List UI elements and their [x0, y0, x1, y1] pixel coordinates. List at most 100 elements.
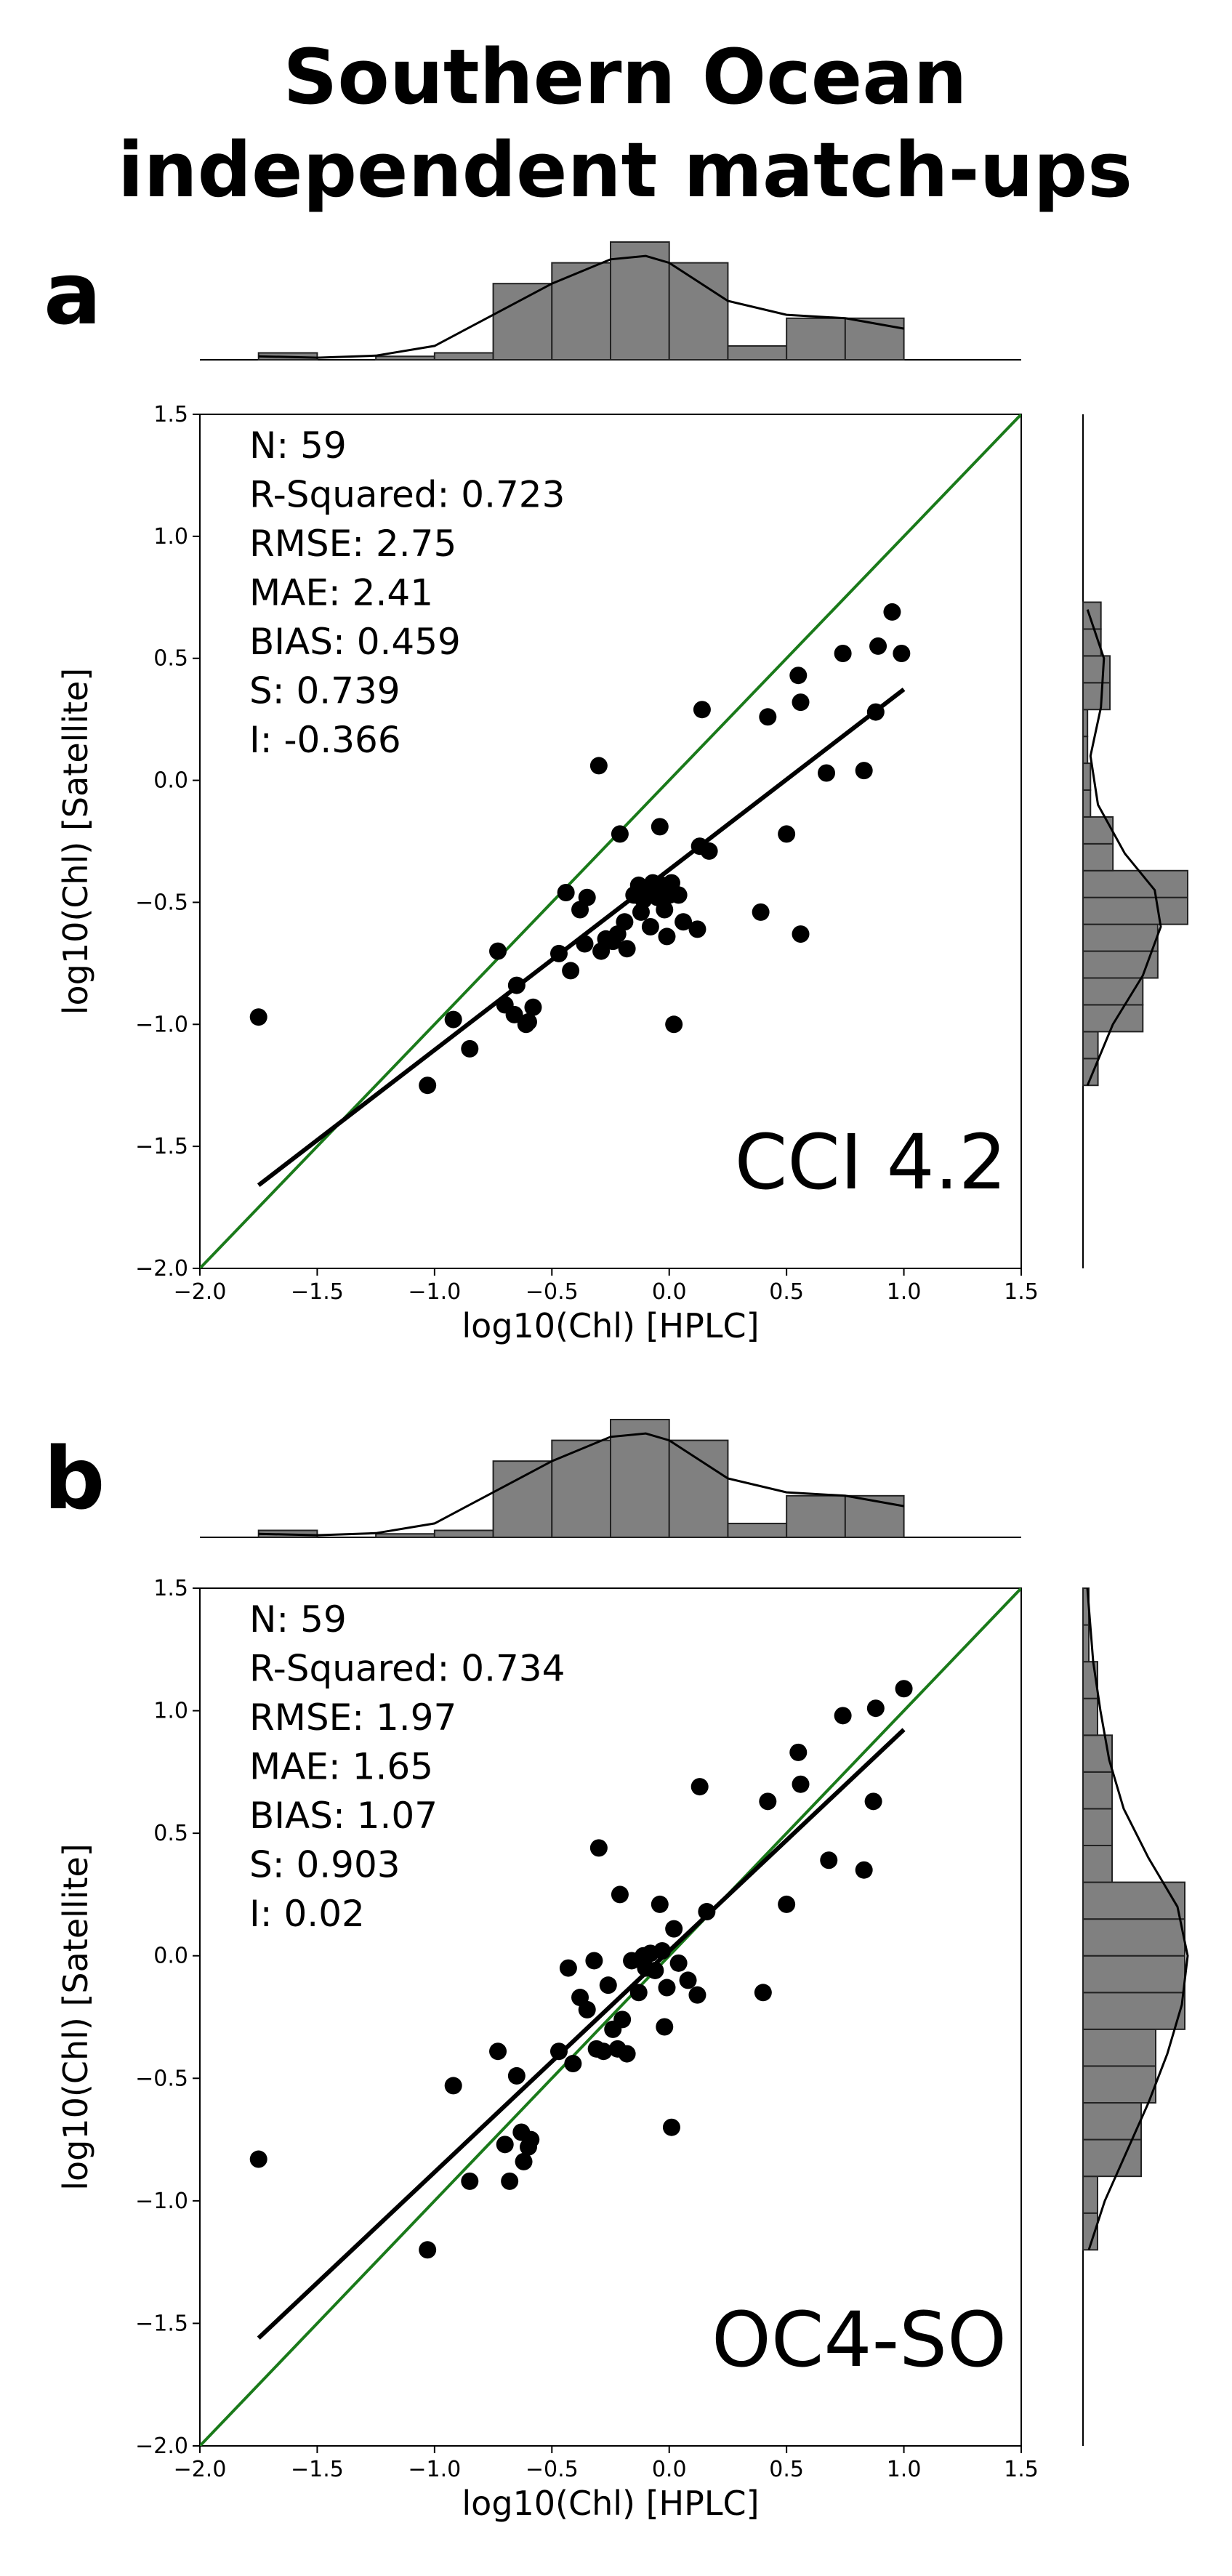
top-hist-bar: [786, 1494, 846, 1538]
scatter-point: [669, 1954, 688, 1972]
scatter-point: [698, 1903, 716, 1921]
stat-line: I: -0.366: [249, 719, 401, 761]
top-hist-bar: [610, 1419, 670, 1538]
right-hist-bar: [1082, 655, 1111, 684]
y-tick-label: −2.0: [135, 1256, 188, 1281]
scatter-point: [759, 1792, 777, 1811]
scatter-point: [444, 2077, 462, 2095]
scatter-point: [651, 1895, 669, 1913]
right-hist-bar: [1082, 736, 1089, 765]
scatter-point: [651, 818, 669, 836]
scatter-point: [461, 2172, 479, 2190]
scatter-point: [618, 2045, 636, 2063]
panel-a: a −2.0 −1.5 −1.0 −0.5 0.0 0.5 1.0 1.5 −2.0 −1.5 −1.…: [44, 241, 1188, 1345]
scatter-point: [893, 645, 911, 662]
scatter-point: [665, 1920, 683, 1938]
scatter-axes-frame: [199, 414, 1022, 1269]
right-hist-bar: [1082, 1955, 1185, 1994]
scatter-point: [618, 940, 636, 958]
scatter-point: [869, 637, 887, 655]
scatter-point: [557, 884, 575, 901]
scatter-point: [507, 976, 526, 994]
scatter-point: [792, 1775, 810, 1793]
scatter-point: [662, 2118, 680, 2136]
scatter-point: [599, 1976, 617, 1995]
x-tick-label: −0.5: [526, 2457, 579, 2482]
y-tick-label: 0.5: [153, 1821, 188, 1846]
right-hist-bar: [1082, 869, 1188, 898]
scatter-point: [585, 1952, 603, 1970]
top-hist-bar: [668, 1439, 729, 1539]
stat-line: MAE: 1.65: [249, 1746, 433, 1788]
scatter-point: [688, 1986, 706, 2004]
right-hist-bar: [1082, 762, 1092, 791]
scatter-point: [754, 1984, 772, 2002]
scatter-point: [759, 708, 777, 726]
y-tick-label: 1.5: [153, 402, 188, 427]
algorithm-label: OC4-SO: [712, 2295, 1007, 2384]
scatter-point: [578, 2000, 596, 2018]
right-hist-bar: [1082, 1004, 1144, 1033]
regression-fit-line: [257, 1728, 906, 2340]
scatter-point: [834, 1707, 852, 1725]
y-tick-label: −2.0: [135, 2434, 188, 2459]
x-tick-label: −1.0: [408, 1279, 461, 1305]
y-tick-label: 1.0: [153, 524, 188, 550]
y-axis-label: log10(Chl) [Satellite]: [56, 1843, 95, 2191]
y-axis-label: log10(Chl) [Satellite]: [56, 668, 95, 1015]
top-hist-bar: [668, 262, 729, 361]
scatter-point: [611, 1885, 629, 1904]
top-hist-bar: [844, 317, 905, 361]
right-hist-kde-curve: [1086, 1587, 1189, 2250]
top-hist-bar: [551, 1439, 611, 1539]
x-tick-label: −1.0: [408, 2457, 461, 2482]
scatter-point: [611, 825, 629, 843]
scatter-point: [515, 2152, 533, 2170]
stat-line: BIAS: 1.07: [249, 1795, 438, 1837]
scatter-point: [496, 2136, 514, 2154]
scatter-point: [693, 701, 711, 719]
scatter-point: [688, 920, 706, 938]
scatter-point: [820, 1851, 838, 1869]
scatter-point: [489, 942, 507, 960]
x-tick-label: −0.5: [526, 1279, 579, 1305]
right-hist-bar: [1082, 2102, 1142, 2141]
right-hist-bar: [1082, 1881, 1185, 1920]
scatter-point: [834, 645, 852, 662]
scatter-point: [520, 1013, 537, 1031]
stat-line: N: 59: [249, 1598, 347, 1641]
scatter-point: [489, 2042, 507, 2061]
scatter-point: [658, 1979, 676, 1997]
x-tick-label: −1.5: [291, 1279, 344, 1305]
y-tick-label: −1.5: [135, 2311, 188, 2336]
stat-line: RMSE: 2.75: [249, 523, 456, 565]
scatter-point: [855, 762, 873, 780]
right-hist-kde-curve: [1086, 609, 1162, 1086]
y-tick-label: −1.5: [135, 1134, 188, 1159]
stat-line: R-Squared: 0.723: [249, 474, 565, 516]
scatter-point: [578, 888, 596, 906]
panel-letter: a: [44, 243, 102, 344]
panel-b: b −2.0 −1.5 −1.0 −0.5 0.0 0.5 1.0 1.5 −2.0 −1.5 −1.…: [44, 1419, 1189, 2523]
right-hist-bar: [1082, 923, 1159, 952]
top-hist-bar: [492, 283, 553, 361]
scatter-point: [789, 1743, 808, 1761]
scatter-point: [576, 935, 594, 953]
right-hist-bar: [1082, 1808, 1113, 1846]
scatter-point: [883, 603, 901, 621]
scatter-point: [866, 1699, 885, 1718]
right-hist-bar: [1082, 1697, 1098, 1736]
x-tick-label: −2.0: [174, 1279, 227, 1305]
x-tick-label: 0.0: [652, 1279, 687, 1305]
y-tick-label: 0.0: [153, 768, 188, 794]
y-tick-label: −0.5: [135, 2066, 188, 2091]
scatter-point: [419, 1076, 437, 1095]
scatter-point: [249, 2150, 267, 2168]
x-tick-label: 1.0: [887, 2457, 922, 2482]
scatter-point: [589, 757, 608, 775]
panel-letter: b: [44, 1428, 105, 1529]
scatter-point: [778, 825, 796, 843]
scatter-point: [700, 842, 718, 860]
x-tick-label: 1.0: [887, 1279, 922, 1305]
right-hist-bar: [1082, 1058, 1099, 1087]
